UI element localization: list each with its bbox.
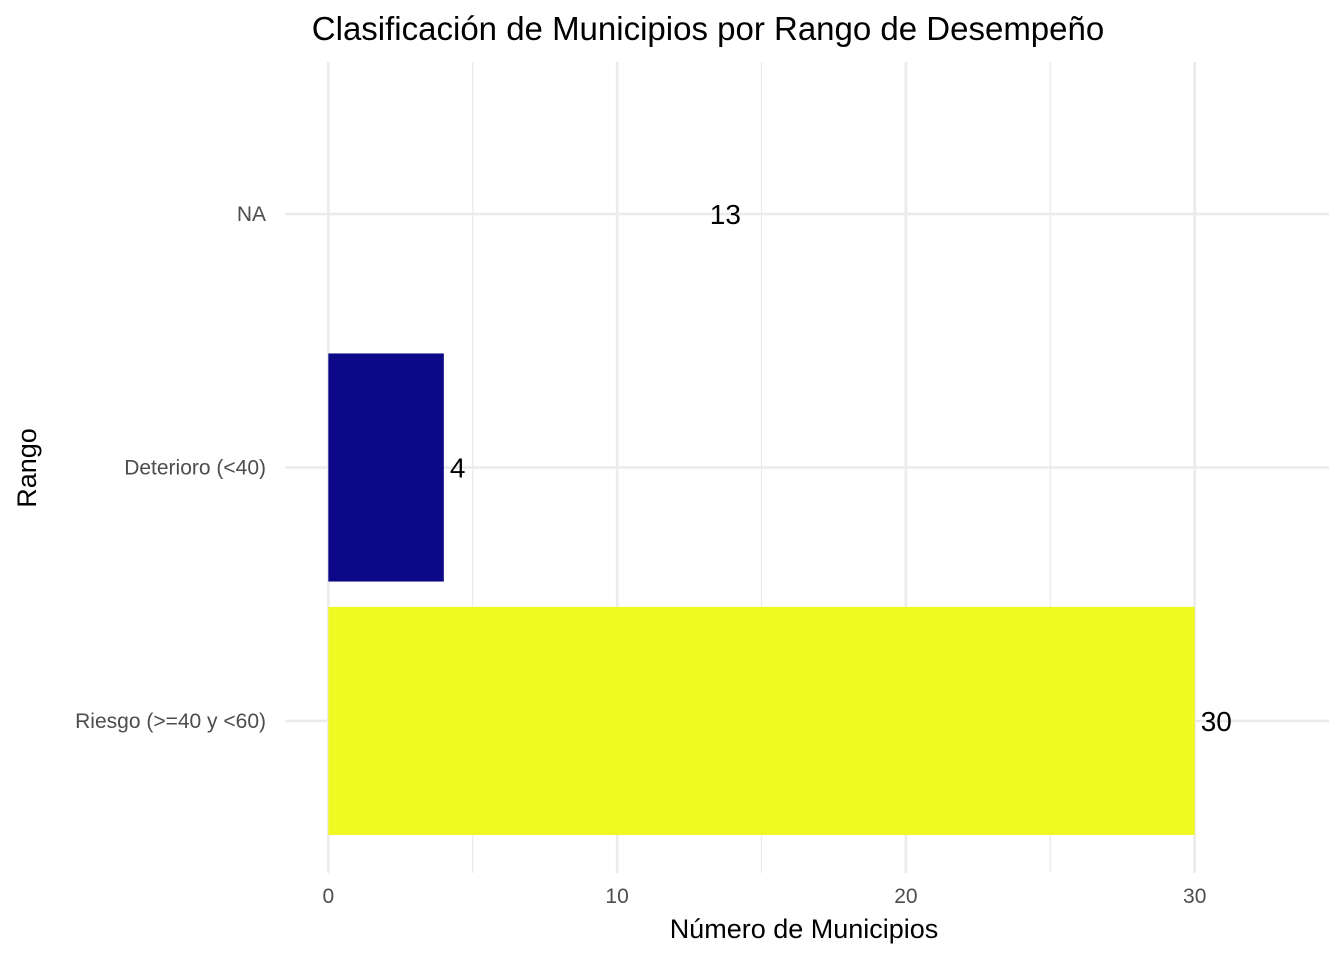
x-tick-label: 20 [894,885,917,908]
y-tick-label: Riesgo (>=40 y <60) [75,710,266,733]
y-axis-title: Rango [12,428,42,508]
chart-title: Clasificación de Municipios por Rango de… [312,10,1104,47]
bar [328,353,444,582]
x-tick-label: 10 [605,885,628,908]
x-tick-label: 0 [322,885,334,908]
data-label: 4 [450,453,466,484]
x-tick-labels: 0 10 20 30 [322,885,1206,908]
bar [328,606,1195,835]
y-tick-label: NA [237,203,266,226]
data-label: 30 [1201,706,1232,737]
y-tick-label: Deterioro (<40) [124,457,266,480]
x-axis-title: Número de Municipios [670,914,939,944]
bars [328,353,1195,835]
y-tick-labels: NA Deterioro (<40) Riesgo (>=40 y <60) [75,203,266,733]
data-labels: 13 4 30 [450,199,1232,737]
data-label: 13 [710,199,741,230]
x-tick-label: 30 [1183,885,1206,908]
